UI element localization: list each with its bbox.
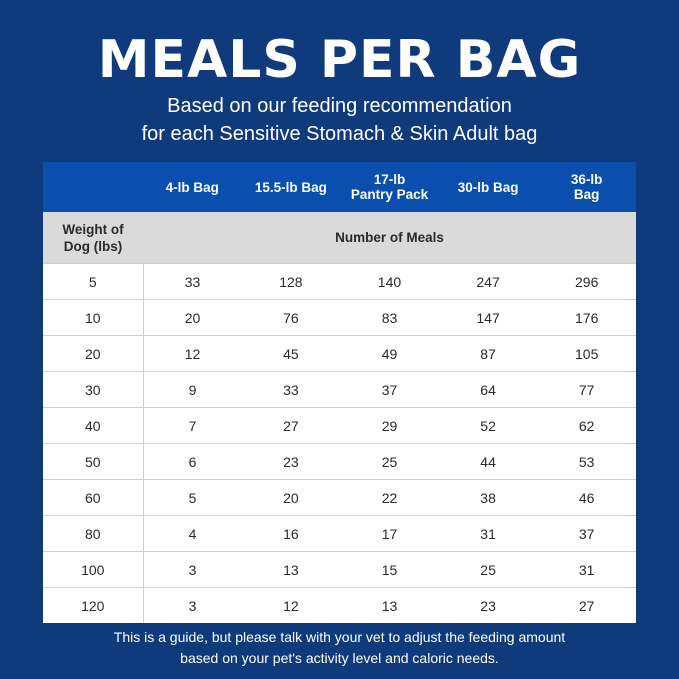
meals-cell: 25	[438, 551, 538, 588]
meals-cell: 27	[241, 407, 341, 444]
meals-cell: 9	[143, 371, 242, 408]
meals-cell: 62	[537, 407, 636, 444]
subtitle-line: Based on our feeding recommendation	[167, 95, 512, 117]
data-row: 40 7 27 29 52 62	[43, 407, 636, 444]
meals-cell: 128	[241, 263, 341, 300]
meals-cell: 12	[241, 587, 341, 623]
column-header: 15.5-lb Bag	[241, 162, 341, 212]
meals-cell: 20	[241, 479, 341, 516]
title: MEALS PER BAG	[97, 30, 582, 90]
meals-cell: 5	[143, 479, 242, 516]
meals-cell: 23	[241, 443, 341, 480]
weight-cell: 80	[43, 515, 144, 552]
meals-cell: 83	[340, 299, 439, 336]
data-row: 60 5 20 22 38 46	[43, 479, 636, 516]
data-row: 5 33 128 140 247 296	[43, 263, 636, 300]
meals-cell: 296	[537, 263, 636, 300]
column-header: 36-lb Bag	[537, 162, 636, 212]
data-row: 20 12 45 49 87 105	[43, 335, 636, 372]
weight-cell: 50	[43, 443, 144, 480]
meals-cell: 247	[438, 263, 538, 300]
meals-cell: 33	[143, 263, 242, 300]
meals-cell: 37	[340, 371, 439, 408]
group-label: Number of Meals	[143, 212, 636, 264]
group-row: Weight of Dog (lbs) Number of Meals	[43, 212, 636, 264]
meals-cell: 16	[241, 515, 341, 552]
meals-cell: 13	[340, 587, 439, 623]
meals-cell: 87	[438, 335, 538, 372]
meals-cell: 3	[143, 551, 242, 588]
meals-cell: 77	[537, 371, 636, 408]
weight-cell: 60	[43, 479, 144, 516]
meals-cell: 53	[537, 443, 636, 480]
meals-cell: 38	[438, 479, 538, 516]
subtitle: Based on our feeding recommendation for …	[0, 92, 679, 148]
weight-cell: 120	[43, 587, 144, 623]
weight-cell: 100	[43, 551, 144, 588]
meals-cell: 37	[537, 515, 636, 552]
data-row: 120 3 12 13 23 27	[43, 587, 636, 623]
meals-cell: 4	[143, 515, 242, 552]
meals-cell: 176	[537, 299, 636, 336]
corner-cell	[43, 162, 143, 212]
meals-cell: 45	[241, 335, 341, 372]
column-header: 17-lb Pantry Pack	[340, 162, 439, 212]
meals-table: 4-lb Bag 15.5-lb Bag 17-lb Pantry Pack 30-l…	[43, 162, 636, 623]
column-header: 4-lb Bag	[143, 162, 242, 212]
footer-line: This is a guide, but please talk with yo…	[113, 629, 566, 645]
meals-cell: 13	[241, 551, 341, 588]
meals-cell: 49	[340, 335, 439, 372]
row-header-label: Weight of Dog (lbs)	[43, 212, 143, 264]
footer: This is a guide, but please talk with yo…	[0, 627, 679, 669]
meals-cell: 64	[438, 371, 538, 408]
meals-cell: 44	[438, 443, 538, 480]
meals-cell: 29	[340, 407, 439, 444]
meals-cell: 33	[241, 371, 341, 408]
data-row: 100 3 13 15 25 31	[43, 551, 636, 588]
meals-cell: 76	[241, 299, 341, 336]
meals-cell: 12	[143, 335, 242, 372]
meals-cell: 22	[340, 479, 439, 516]
weight-cell: 5	[43, 263, 144, 300]
data-row: 30 9 33 37 64 77	[43, 371, 636, 408]
meals-cell: 105	[537, 335, 636, 372]
column-header: 30-lb Bag	[438, 162, 538, 212]
meals-cell: 25	[340, 443, 439, 480]
meals-cell: 27	[537, 587, 636, 623]
weight-cell: 20	[43, 335, 144, 372]
footer-line: based on your pet's activity level and c…	[180, 650, 499, 666]
meals-cell: 3	[143, 587, 242, 623]
data-row: 80 4 16 17 31 37	[43, 515, 636, 552]
meals-cell: 6	[143, 443, 242, 480]
weight-cell: 10	[43, 299, 144, 336]
meals-cell: 20	[143, 299, 242, 336]
meals-cell: 15	[340, 551, 439, 588]
data-row: 10 20 76 83 147 176	[43, 299, 636, 336]
subtitle-line: for each Sensitive Stomach & Skin Adult …	[141, 123, 538, 145]
meals-cell: 23	[438, 587, 538, 623]
weight-cell: 40	[43, 407, 144, 444]
meals-cell: 140	[340, 263, 439, 300]
meals-cell: 52	[438, 407, 538, 444]
meals-cell: 31	[438, 515, 538, 552]
meals-cell: 147	[438, 299, 538, 336]
weight-cell: 30	[43, 371, 144, 408]
meals-cell: 31	[537, 551, 636, 588]
data-row: 50 6 23 25 44 53	[43, 443, 636, 480]
meals-cell: 17	[340, 515, 439, 552]
header-row: 4-lb Bag 15.5-lb Bag 17-lb Pantry Pack 30-l…	[43, 162, 636, 212]
meals-cell: 7	[143, 407, 242, 444]
meals-cell: 46	[537, 479, 636, 516]
